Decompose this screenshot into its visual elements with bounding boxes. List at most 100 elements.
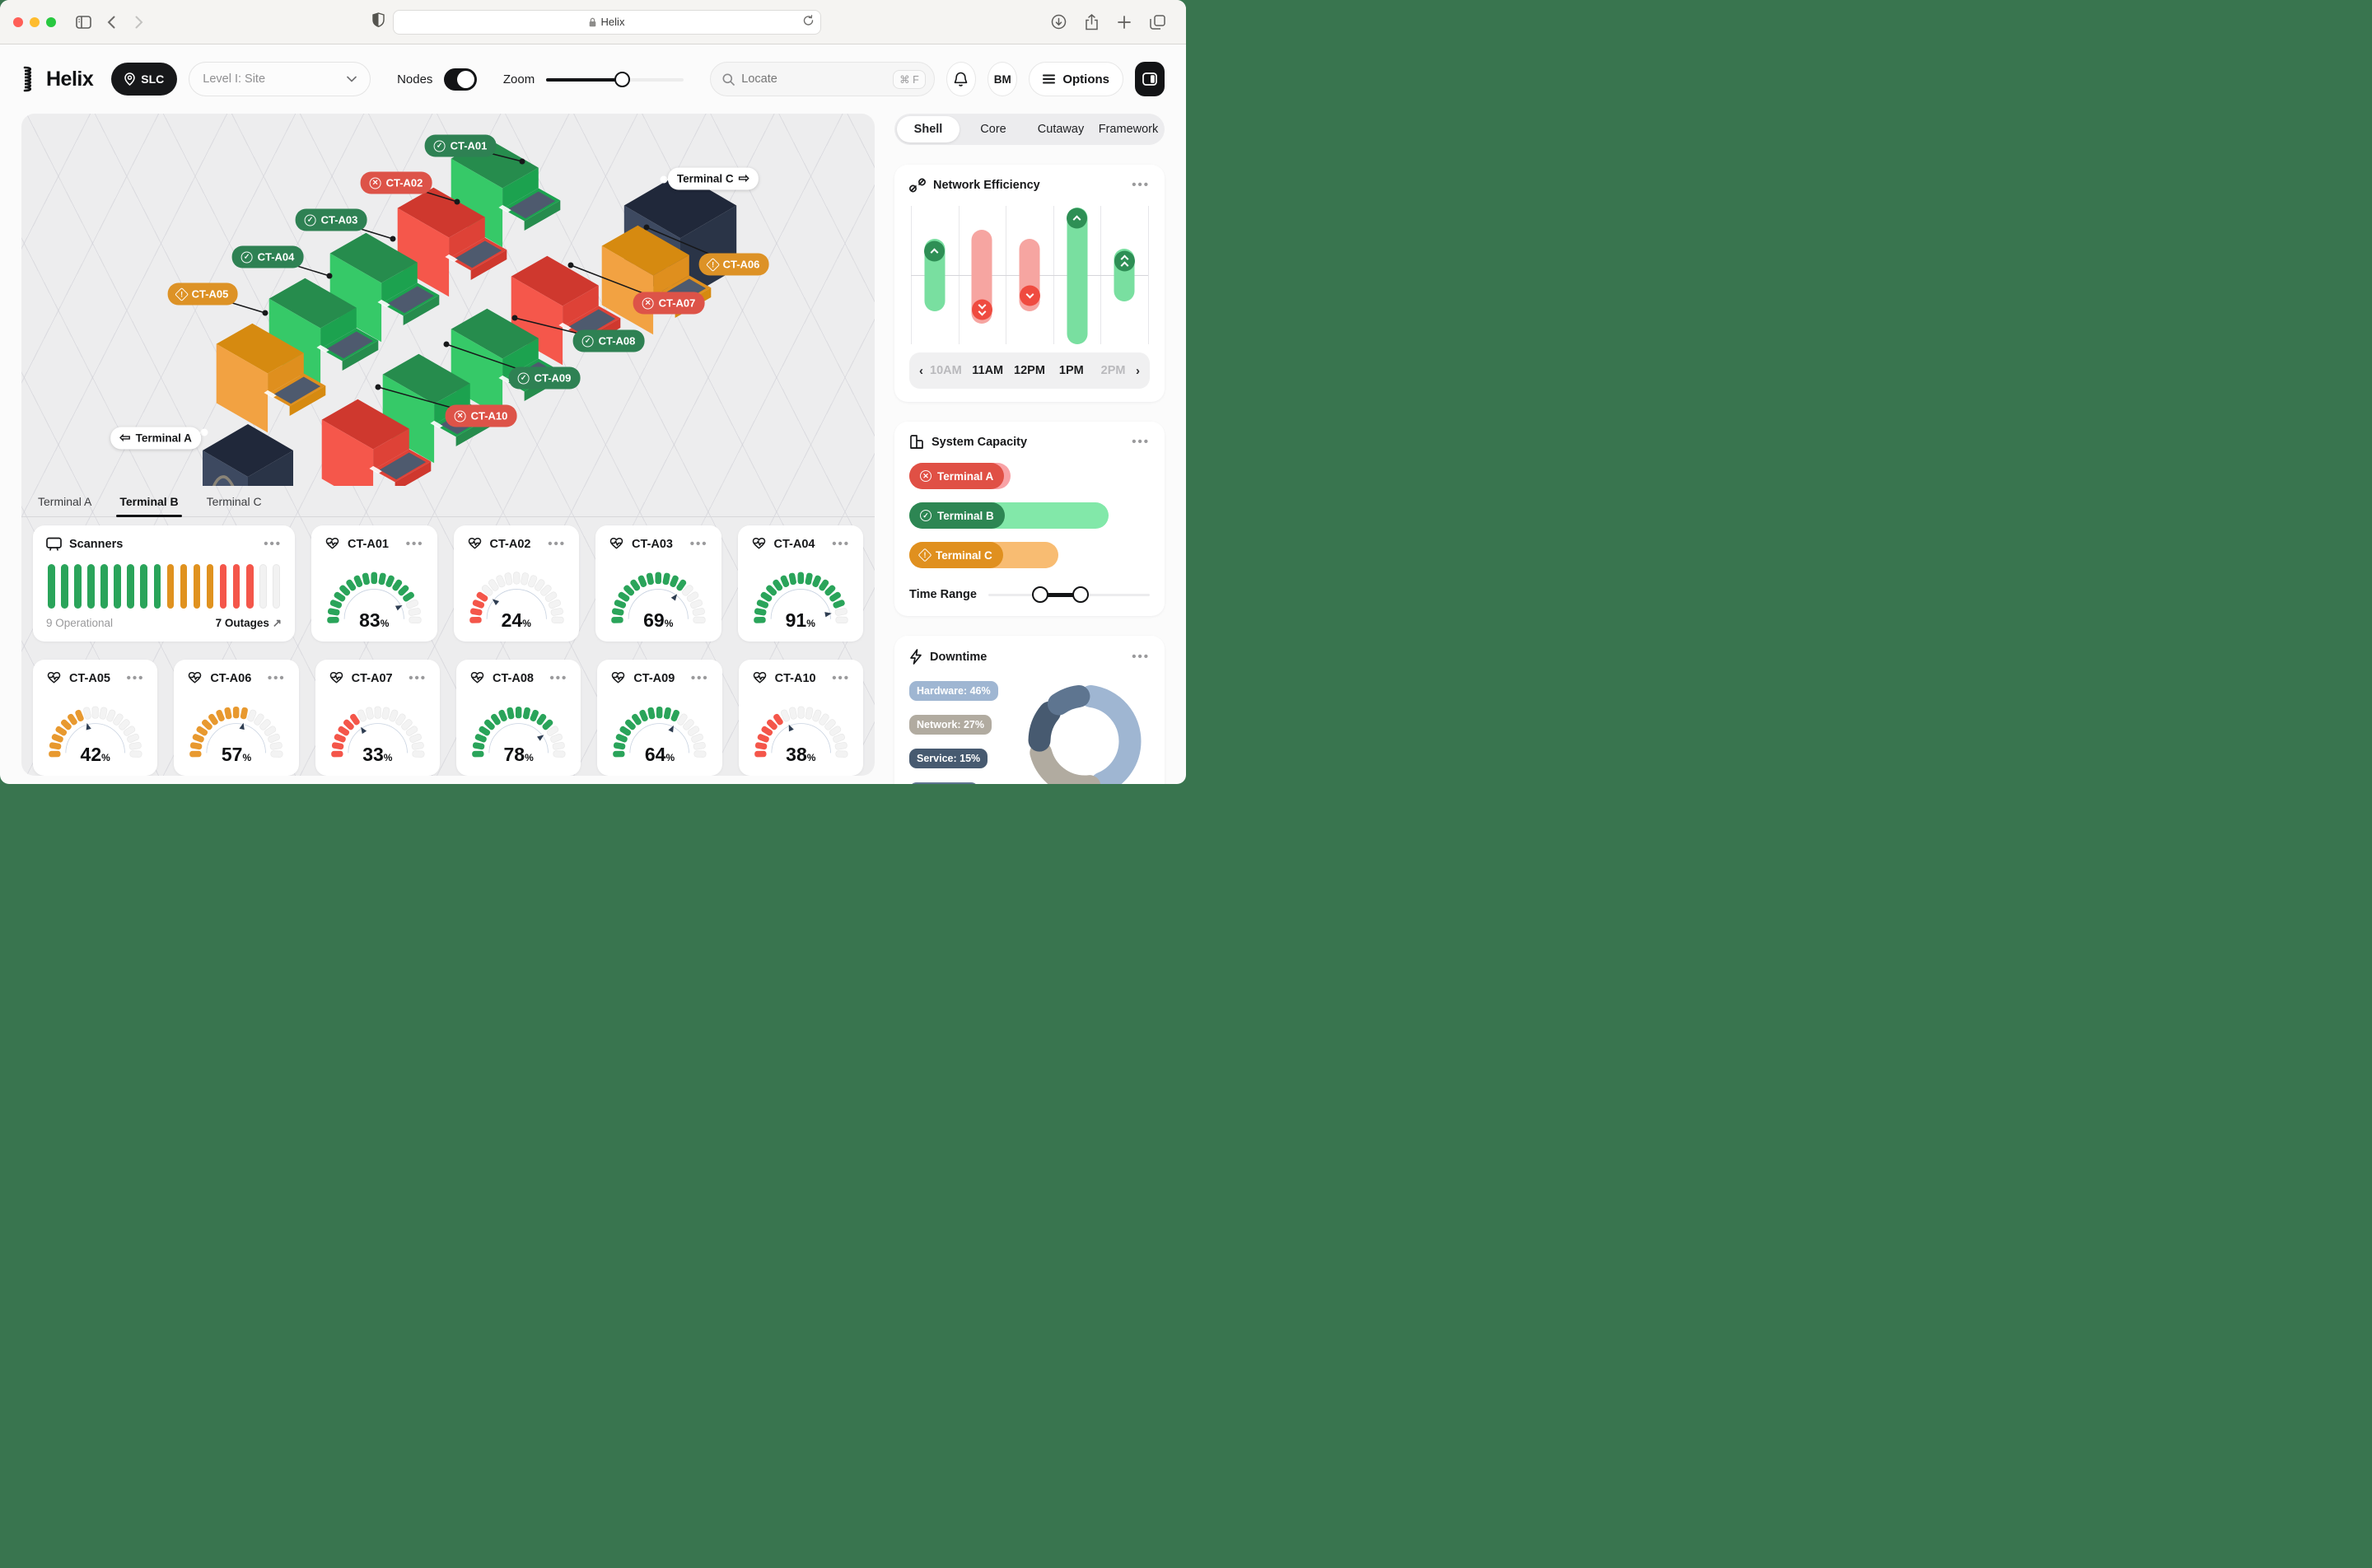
card-menu-icon[interactable]: ••• — [1132, 435, 1150, 449]
terminal-tab-c[interactable]: Terminal C — [206, 495, 262, 508]
map-label-ct-a03[interactable]: ✓ CT-A03 — [295, 208, 367, 231]
efficiency-bar-2pm[interactable] — [1114, 249, 1135, 301]
time-prev-button[interactable]: ‹ — [919, 363, 923, 378]
card-menu-icon[interactable]: ••• — [548, 536, 566, 551]
card-menu-icon[interactable]: ••• — [690, 670, 709, 685]
refresh-icon[interactable] — [803, 14, 814, 29]
trend-down-marker — [971, 299, 992, 320]
donut-segment-service[interactable] — [1028, 684, 1142, 784]
network-efficiency-card: Network Efficiency ••• ‹ 10AM 11AM 12PM 1PM 2… — [894, 165, 1165, 402]
card-menu-icon[interactable]: ••• — [1132, 178, 1150, 192]
efficiency-bar-12pm[interactable] — [1019, 239, 1040, 311]
gauge-value: 24% — [501, 609, 531, 631]
node-label-text: CT-A03 — [320, 213, 358, 226]
map-label-ct-a07[interactable]: ✕ CT-A07 — [633, 292, 705, 315]
trend-up-marker — [924, 240, 946, 262]
card-menu-icon[interactable]: ••• — [1132, 649, 1150, 664]
facility-canvas[interactable]: ✓ CT-A01 ✕ CT-A02 ✓ CT-A03 ✓ CT-A04 ! CT-A05 ! CT-A… — [21, 114, 875, 776]
tab-core[interactable]: Core — [980, 123, 1006, 136]
scanner-status-bar — [153, 564, 161, 609]
map-label-terminal-a[interactable]: ⇦ Terminal A — [110, 427, 201, 450]
arrow-right-icon: ⇨ — [738, 171, 750, 185]
scanner-status-bar — [232, 564, 240, 609]
search-icon — [722, 73, 735, 86]
time-tick-11am[interactable]: 11AM — [972, 364, 1004, 377]
map-label-ct-a09[interactable]: ✓ CT-A09 — [508, 366, 581, 390]
tab-cutaway[interactable]: Cutaway — [1037, 123, 1085, 136]
map-label-ct-a02[interactable]: ✕ CT-A02 — [360, 171, 432, 194]
gauge-value: 42% — [80, 744, 110, 765]
tab-shell[interactable]: Shell — [897, 116, 960, 142]
donut-segment-other[interactable] — [1028, 684, 1142, 784]
avatar[interactable]: BM — [988, 62, 1018, 96]
capacity-bar-terminal-b[interactable]: ✓ Terminal B — [909, 502, 1109, 529]
map-label-ct-a06[interactable]: ! CT-A06 — [698, 253, 769, 276]
scanner-status-bar — [273, 564, 281, 609]
locate-search[interactable]: ⌘ F — [710, 62, 935, 96]
downloads-icon[interactable] — [1046, 10, 1071, 35]
map-label-terminal-c[interactable]: Terminal C ⇨ — [667, 167, 759, 190]
capacity-bar-label: Terminal C — [936, 548, 992, 562]
scanner-status-bar — [206, 564, 214, 609]
gauge-value: 69% — [643, 609, 674, 631]
close-window-button[interactable] — [13, 16, 23, 27]
map-label-ct-a05[interactable]: ! CT-A05 — [167, 282, 238, 306]
building-terminal-a[interactable] — [203, 424, 293, 486]
time-tick-10am[interactable]: 10AM — [930, 364, 962, 377]
card-menu-icon[interactable]: ••• — [264, 536, 282, 551]
new-tab-icon[interactable] — [1112, 10, 1137, 35]
card-menu-icon[interactable]: ••• — [832, 670, 850, 685]
gauge-card-ct-a05: CT-A05 ••• 42% — [33, 660, 158, 776]
scanner-status-bar — [180, 564, 188, 609]
zoom-window-button[interactable] — [46, 16, 56, 27]
notifications-button[interactable] — [946, 62, 977, 96]
card-menu-icon[interactable]: ••• — [126, 670, 145, 685]
capacity-bar-terminal-c[interactable]: ! Terminal C — [909, 542, 1059, 568]
building-ct-a02[interactable] — [397, 187, 507, 297]
efficiency-bar-11am[interactable] — [971, 229, 992, 324]
sidebar-toggle-icon[interactable] — [71, 10, 96, 35]
panel-toggle-button[interactable] — [1135, 62, 1165, 96]
nodes-toggle[interactable] — [444, 68, 477, 91]
forward-button[interactable] — [127, 10, 152, 35]
time-range-slider[interactable] — [988, 586, 1150, 603]
terminal-tab-b[interactable]: Terminal B — [116, 495, 183, 517]
search-input[interactable] — [741, 72, 887, 86]
privacy-shield-icon[interactable] — [371, 12, 385, 31]
tab-framework[interactable]: Framework — [1098, 123, 1159, 136]
card-menu-icon[interactable]: ••• — [267, 670, 286, 685]
minimize-window-button[interactable] — [30, 16, 40, 27]
tab-overview-icon[interactable] — [1145, 10, 1170, 35]
zoom-slider[interactable] — [546, 72, 684, 87]
gauge-card-ct-a10: CT-A10 ••• 38% — [738, 660, 863, 776]
outages-link[interactable]: 7 Outages ↗ — [215, 617, 282, 629]
level-select[interactable]: Level I: Site — [189, 62, 371, 96]
terminal-tab-a[interactable]: Terminal A — [38, 495, 92, 508]
share-icon[interactable] — [1079, 10, 1104, 35]
map-label-ct-a08[interactable]: ✓ CT-A08 — [572, 329, 645, 352]
address-bar[interactable]: Helix — [392, 9, 821, 35]
efficiency-bar-1pm[interactable] — [1067, 207, 1088, 344]
map-label-ct-a01[interactable]: ✓ CT-A01 — [424, 134, 497, 157]
map-label-ct-a10[interactable]: ✕ CT-A10 — [445, 404, 517, 427]
card-menu-icon[interactable]: ••• — [832, 536, 850, 551]
building-ct-a03[interactable] — [329, 232, 440, 343]
card-menu-icon[interactable]: ••• — [409, 670, 427, 685]
card-menu-icon[interactable]: ••• — [549, 670, 568, 685]
back-button[interactable] — [99, 10, 124, 35]
capacity-bar-terminal-a[interactable]: ✕ Terminal A — [909, 463, 1011, 489]
time-tick-12pm[interactable]: 12PM — [1014, 364, 1045, 377]
card-menu-icon[interactable]: ••• — [689, 536, 708, 551]
options-button[interactable]: Options — [1029, 62, 1124, 96]
map-label-ct-a04[interactable]: ✓ CT-A04 — [231, 245, 304, 268]
efficiency-bar-10am[interactable] — [924, 239, 946, 311]
time-next-button[interactable]: › — [1135, 363, 1140, 378]
operational-count: 9 Operational — [46, 617, 114, 629]
capacity-bar-label: Terminal A — [937, 469, 994, 483]
location-badge-button[interactable]: SLC — [111, 63, 178, 96]
building-ct-a05[interactable] — [216, 323, 326, 433]
time-tick-2pm[interactable]: 2PM — [1100, 364, 1126, 377]
building-ct-a10[interactable] — [321, 399, 432, 486]
card-menu-icon[interactable]: ••• — [405, 536, 424, 551]
time-tick-1pm[interactable]: 1PM — [1058, 364, 1084, 377]
